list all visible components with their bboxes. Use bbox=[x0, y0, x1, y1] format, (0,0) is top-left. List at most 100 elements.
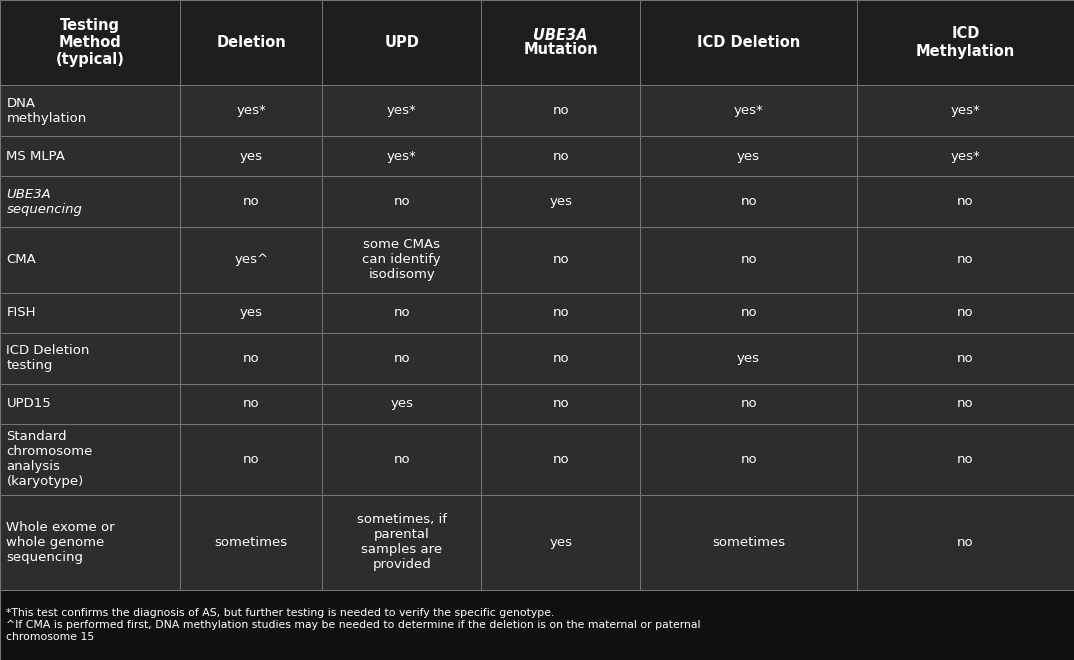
Text: Whole exome or
whole genome
sequencing: Whole exome or whole genome sequencing bbox=[6, 521, 115, 564]
Text: yes^: yes^ bbox=[234, 253, 268, 267]
Bar bbox=[0, 227, 180, 292]
Text: no: no bbox=[957, 453, 974, 465]
Text: no: no bbox=[740, 306, 757, 319]
Bar bbox=[857, 383, 1074, 424]
Bar bbox=[857, 494, 1074, 590]
Text: ICD Deletion
testing: ICD Deletion testing bbox=[6, 344, 90, 372]
Text: yes*: yes* bbox=[734, 104, 764, 117]
Text: UPD: UPD bbox=[384, 35, 419, 50]
Text: yes*: yes* bbox=[236, 104, 266, 117]
Bar bbox=[857, 424, 1074, 494]
Text: sometimes: sometimes bbox=[215, 536, 288, 548]
Bar bbox=[322, 227, 481, 292]
Bar bbox=[322, 136, 481, 176]
Text: UBE3A: UBE3A bbox=[534, 28, 587, 43]
Text: sometimes, if
parental
samples are
provided: sometimes, if parental samples are provi… bbox=[357, 513, 447, 572]
Bar bbox=[481, 85, 640, 136]
Text: no: no bbox=[957, 352, 974, 364]
Bar bbox=[322, 85, 481, 136]
Bar bbox=[640, 176, 857, 227]
Bar bbox=[481, 383, 640, 424]
Text: no: no bbox=[243, 453, 260, 465]
Bar bbox=[481, 136, 640, 176]
Text: no: no bbox=[552, 253, 569, 267]
Bar bbox=[0, 424, 180, 494]
Text: yes*: yes* bbox=[950, 104, 981, 117]
Bar bbox=[481, 0, 640, 85]
Bar bbox=[857, 227, 1074, 292]
Text: no: no bbox=[740, 253, 757, 267]
Text: no: no bbox=[957, 306, 974, 319]
Text: sometimes: sometimes bbox=[712, 536, 785, 548]
Bar bbox=[481, 292, 640, 333]
Text: no: no bbox=[740, 397, 757, 411]
Text: no: no bbox=[393, 453, 410, 465]
Bar bbox=[322, 333, 481, 383]
Text: no: no bbox=[393, 195, 410, 208]
Text: no: no bbox=[552, 306, 569, 319]
Text: Testing
Method
(typical): Testing Method (typical) bbox=[56, 18, 125, 67]
Bar bbox=[180, 0, 322, 85]
Text: MS MLPA: MS MLPA bbox=[6, 150, 66, 162]
Bar bbox=[857, 85, 1074, 136]
Bar bbox=[640, 85, 857, 136]
Text: no: no bbox=[552, 104, 569, 117]
Bar bbox=[322, 494, 481, 590]
Text: yes*: yes* bbox=[950, 150, 981, 162]
Text: no: no bbox=[243, 195, 260, 208]
Bar bbox=[857, 176, 1074, 227]
Bar bbox=[640, 0, 857, 85]
Text: some CMAs
can identify
isodisomy: some CMAs can identify isodisomy bbox=[362, 238, 441, 281]
Bar bbox=[640, 136, 857, 176]
Text: yes: yes bbox=[240, 150, 263, 162]
Bar bbox=[481, 333, 640, 383]
Bar bbox=[322, 383, 481, 424]
Bar bbox=[857, 333, 1074, 383]
Text: no: no bbox=[740, 453, 757, 465]
Text: DNA
methylation: DNA methylation bbox=[6, 96, 87, 125]
Bar bbox=[180, 85, 322, 136]
Text: UPD15: UPD15 bbox=[6, 397, 52, 411]
Bar bbox=[322, 424, 481, 494]
Text: yes: yes bbox=[737, 150, 760, 162]
Bar bbox=[180, 424, 322, 494]
Text: CMA: CMA bbox=[6, 253, 37, 267]
Text: yes*: yes* bbox=[387, 104, 417, 117]
Text: yes: yes bbox=[549, 536, 572, 548]
Text: no: no bbox=[243, 352, 260, 364]
Bar bbox=[0, 590, 1074, 660]
Bar bbox=[640, 292, 857, 333]
Bar bbox=[0, 0, 180, 85]
Text: no: no bbox=[552, 453, 569, 465]
Text: no: no bbox=[243, 397, 260, 411]
Text: *This test confirms the diagnosis of AS, but further testing is needed to verify: *This test confirms the diagnosis of AS,… bbox=[6, 609, 701, 642]
Bar bbox=[180, 333, 322, 383]
Bar bbox=[857, 292, 1074, 333]
Bar bbox=[322, 0, 481, 85]
Text: Deletion: Deletion bbox=[217, 35, 286, 50]
Bar bbox=[481, 227, 640, 292]
Bar bbox=[180, 227, 322, 292]
Text: Mutation: Mutation bbox=[523, 42, 598, 57]
Text: no: no bbox=[552, 352, 569, 364]
Bar bbox=[180, 292, 322, 333]
Text: no: no bbox=[740, 195, 757, 208]
Bar bbox=[0, 136, 180, 176]
Bar bbox=[857, 0, 1074, 85]
Text: no: no bbox=[393, 306, 410, 319]
Text: yes: yes bbox=[737, 352, 760, 364]
Bar bbox=[640, 227, 857, 292]
Bar bbox=[322, 176, 481, 227]
Text: FISH: FISH bbox=[6, 306, 35, 319]
Text: no: no bbox=[957, 195, 974, 208]
Text: ICD Deletion: ICD Deletion bbox=[697, 35, 800, 50]
Text: no: no bbox=[393, 352, 410, 364]
Bar bbox=[640, 424, 857, 494]
Text: yes: yes bbox=[549, 195, 572, 208]
Text: Standard
chromosome
analysis
(karyotype): Standard chromosome analysis (karyotype) bbox=[6, 430, 92, 488]
Text: yes: yes bbox=[240, 306, 263, 319]
Text: no: no bbox=[957, 536, 974, 548]
Text: no: no bbox=[957, 397, 974, 411]
Text: UBE3A
sequencing: UBE3A sequencing bbox=[6, 187, 83, 216]
Bar bbox=[0, 333, 180, 383]
